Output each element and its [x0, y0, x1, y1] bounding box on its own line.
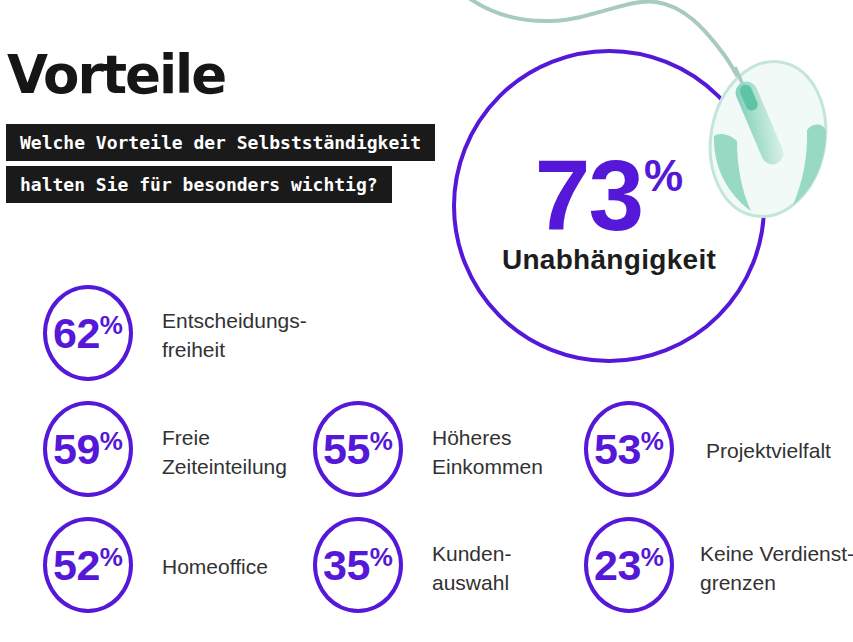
stat-label-line: Projektvielfalt [706, 436, 831, 465]
stat-percent-sign: % [100, 312, 123, 338]
stat-label-line: Zeiteinteilung [162, 452, 287, 481]
stat-label-freie-zeiteinteilung: Freie Zeiteinteilung [162, 423, 287, 481]
stat-label-kundenauswahl: Kunden- auswahl [432, 539, 511, 597]
stat-value: 62 [53, 312, 100, 355]
stat-percent-sign: % [100, 428, 123, 454]
stat-percent-sign: % [641, 544, 664, 570]
question-line-2: halten Sie für besonders wichtig? [6, 166, 392, 203]
stat-label-projektvielfalt: Projektvielfalt [706, 436, 831, 465]
highlight-percent-sign: % [644, 154, 683, 198]
highlight-circle: 73 % Unabhängigkeit [452, 49, 766, 363]
stat-percent-sign: % [370, 428, 393, 454]
stat-label-line: grenzen [700, 568, 853, 597]
stat-label-line: Homeoffice [162, 552, 268, 581]
stat-percent-sign: % [641, 428, 664, 454]
highlight-label: Unabhängigkeit [502, 246, 716, 274]
question-line-1: Welche Vorteile der Selbstständigkeit [6, 124, 435, 161]
stat-value: 23 [594, 544, 641, 587]
stat-circle-hoeheres-einkommen: 55% [313, 401, 403, 497]
stat-value: 53 [594, 428, 641, 471]
stat-value: 35 [323, 544, 370, 587]
stat-label-homeoffice: Homeoffice [162, 552, 268, 581]
stat-circle-freie-zeiteinteilung: 59% [43, 401, 133, 497]
page-title: Vorteile [7, 48, 225, 101]
stat-label-hoeheres-einkommen: Höheres Einkommen [432, 423, 543, 481]
stat-label-keine-verdienstgrenzen: Keine Verdienst- grenzen [700, 539, 853, 597]
stat-label-line: Freie [162, 423, 287, 452]
stat-percent-sign: % [100, 544, 123, 570]
stat-value: 59 [53, 428, 100, 471]
stat-label-line: Kunden- [432, 539, 511, 568]
stat-label-line: Keine Verdienst- [700, 539, 853, 568]
stat-circle-homeoffice: 52% [43, 517, 133, 613]
stat-circle-projektvielfalt: 53% [584, 401, 674, 497]
stat-label-line: freiheit [162, 335, 307, 364]
stat-label-line: Entscheidungs- [162, 306, 307, 335]
stat-percent-sign: % [370, 544, 393, 570]
stat-label-line: Einkommen [432, 452, 543, 481]
stat-label-line: auswahl [432, 568, 511, 597]
highlight-value: 73 [535, 156, 642, 234]
stat-value: 52 [53, 544, 100, 587]
stat-circle-keine-verdienstgrenzen: 23% [584, 517, 674, 613]
stat-label-entscheidungsfreiheit: Entscheidungs- freiheit [162, 306, 307, 364]
stat-value: 55 [323, 428, 370, 471]
stat-circle-entscheidungsfreiheit: 62% [43, 285, 133, 381]
stat-label-line: Höheres [432, 423, 543, 452]
stat-circle-kundenauswahl: 35% [313, 517, 403, 613]
